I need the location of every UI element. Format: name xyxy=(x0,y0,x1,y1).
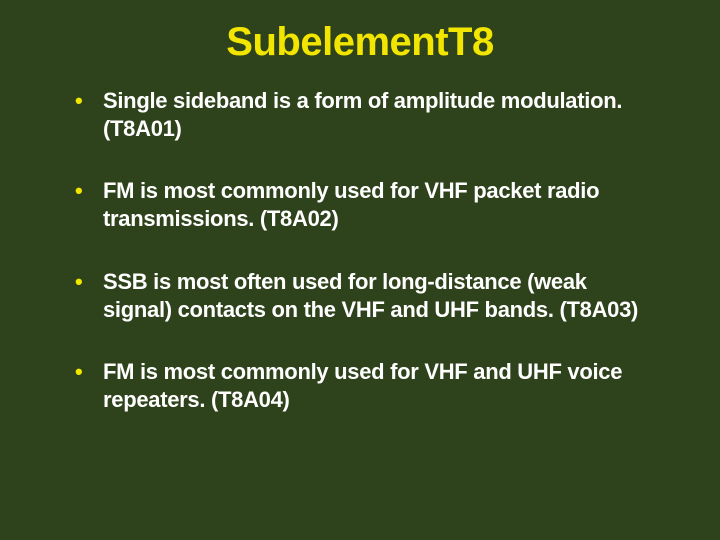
slide-title: Subelement T8 xyxy=(55,20,665,65)
list-item: SSB is most often used for long-distance… xyxy=(85,268,655,324)
list-item: FM is most commonly used for VHF packet … xyxy=(85,177,655,233)
title-main: Subelement xyxy=(226,20,448,65)
bullet-text: SSB is most often used for long-distance… xyxy=(103,269,638,322)
bullet-text: FM is most commonly used for VHF and UHF… xyxy=(103,359,622,412)
list-item: Single sideband is a form of amplitude m… xyxy=(85,87,655,143)
bullet-list: Single sideband is a form of amplitude m… xyxy=(55,87,665,414)
list-item: FM is most commonly used for VHF and UHF… xyxy=(85,358,655,414)
title-number: T8 xyxy=(448,20,494,65)
slide: Subelement T8 Single sideband is a form … xyxy=(0,0,720,540)
bullet-text: Single sideband is a form of amplitude m… xyxy=(103,88,622,141)
bullet-text: FM is most commonly used for VHF packet … xyxy=(103,178,599,231)
